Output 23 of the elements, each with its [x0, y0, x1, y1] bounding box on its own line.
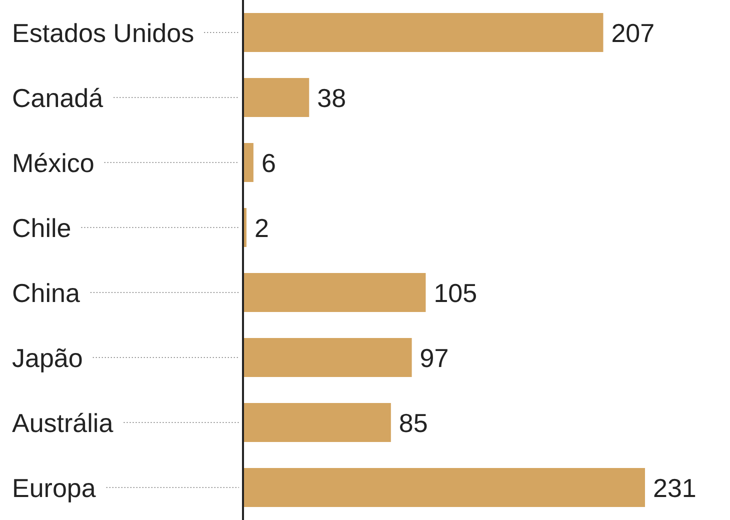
data-label: 2: [254, 212, 269, 243]
y-tick-label: Europa: [12, 472, 96, 503]
data-label: 105: [434, 278, 478, 308]
y-tick-label: México: [12, 148, 94, 178]
y-tick-label: Chile: [12, 212, 72, 243]
bar: [243, 403, 391, 442]
bar: [243, 468, 645, 507]
y-tick-label: Austrália: [12, 408, 114, 438]
data-label: 231: [653, 472, 696, 503]
data-label: 6: [261, 148, 276, 178]
bar: [243, 13, 604, 52]
bar: [243, 78, 310, 117]
y-tick-label: China: [12, 278, 80, 308]
data-label: 97: [420, 342, 449, 373]
data-label: 38: [317, 82, 346, 113]
bar: [243, 338, 412, 377]
y-tick-label: Canadá: [12, 82, 104, 113]
data-label: 85: [398, 408, 428, 438]
data-label: 207: [611, 18, 655, 48]
y-tick-label: Japão: [12, 342, 83, 373]
bar: [243, 273, 426, 312]
y-tick-label: Estados Unidos: [12, 18, 194, 48]
bar: [243, 143, 254, 182]
